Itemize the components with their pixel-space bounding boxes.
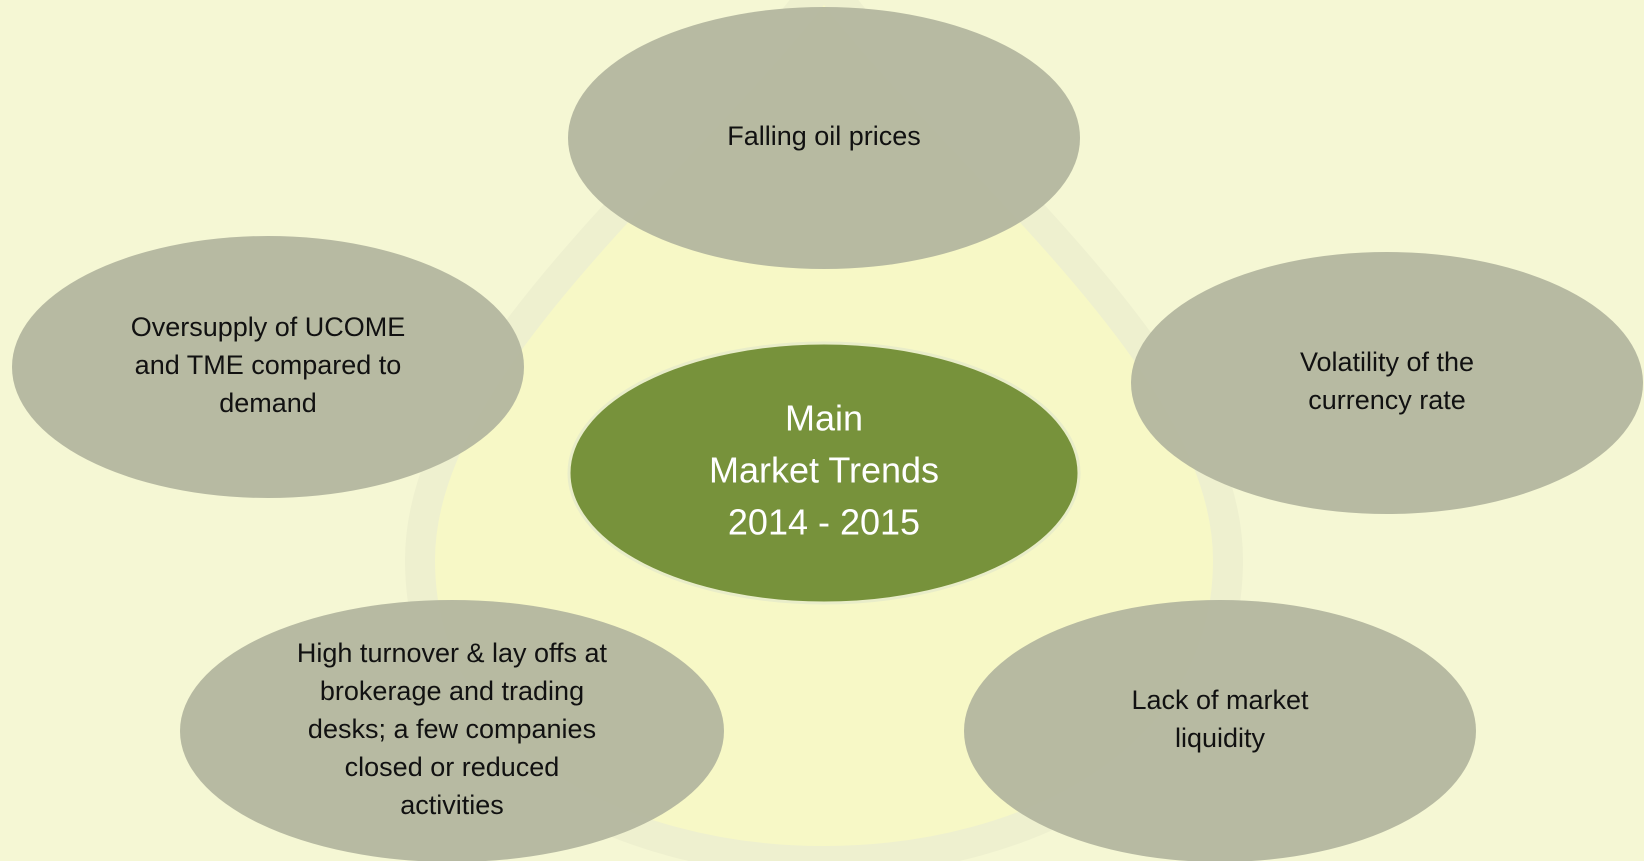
node-label: liquidity	[1175, 723, 1266, 753]
node-label: activities	[400, 790, 504, 820]
node-label: and TME compared to	[135, 350, 402, 380]
node-label: High turnover & lay offs at	[297, 638, 608, 668]
node-label: Market Trends	[709, 450, 939, 491]
node-label: demand	[219, 388, 317, 418]
node-label: Falling oil prices	[727, 121, 921, 151]
node-label: 2014 - 2015	[728, 502, 920, 543]
node-label: currency rate	[1308, 385, 1466, 415]
node-ellipse	[1131, 252, 1643, 514]
node-label: Main	[785, 398, 863, 439]
node-ellipse	[568, 7, 1080, 269]
center-ellipse	[567, 341, 1081, 605]
node-ellipse	[964, 600, 1476, 861]
node-label: desks; a few companies	[308, 714, 596, 744]
node-label: Lack of market	[1131, 685, 1309, 715]
node-label: brokerage and trading	[320, 676, 584, 706]
node-ellipse	[180, 600, 724, 861]
node-label: Oversupply of UCOME	[131, 312, 406, 342]
node-ellipse	[12, 236, 524, 498]
nodes: Falling oil prices Oversupply of UCOME and…	[12, 7, 1643, 861]
node-label: closed or reduced	[345, 752, 560, 782]
node-label: Volatility of the	[1300, 347, 1474, 377]
